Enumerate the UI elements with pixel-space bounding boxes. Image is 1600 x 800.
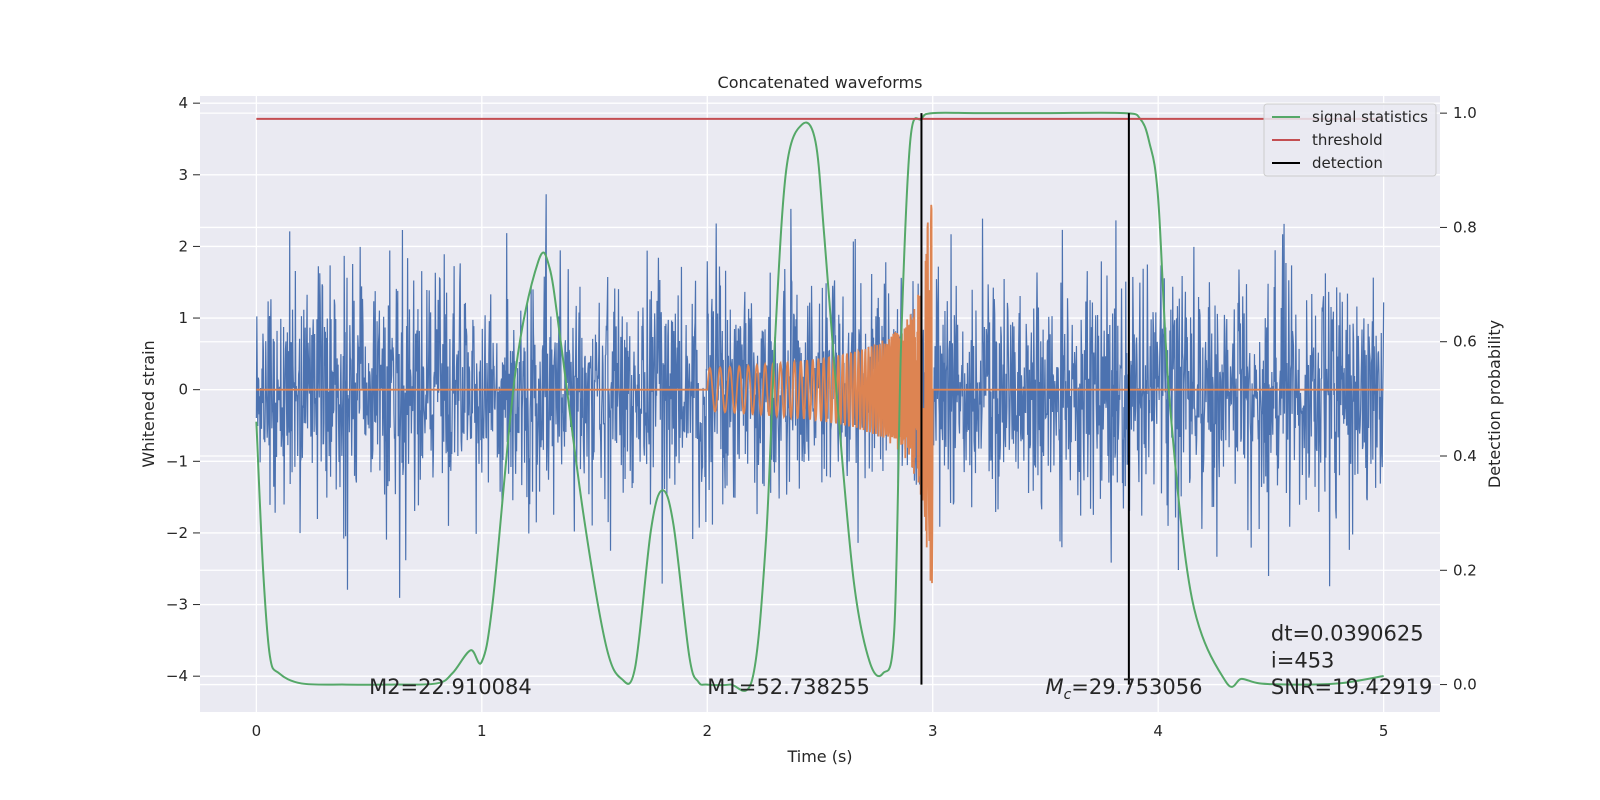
x-tick-label: 2	[702, 722, 712, 740]
y2-axis-label: Detection probability	[1485, 320, 1504, 488]
chart-title: Concatenated waveforms	[718, 73, 923, 92]
y-tick-label: −1	[166, 452, 188, 470]
x-tick-label: 5	[1379, 722, 1389, 740]
x-tick-label: 4	[1153, 722, 1163, 740]
annotation-text: SNR=19.42919	[1271, 675, 1432, 699]
y-tick-label: −4	[166, 667, 188, 685]
y2-tick-label: 0.6	[1453, 333, 1477, 351]
y-tick-label: 2	[178, 237, 188, 255]
plot-area	[255, 111, 1385, 692]
y-axis-label: Whitened strain	[139, 340, 158, 467]
y-tick-label: 1	[178, 309, 188, 327]
series-layer	[255, 111, 1385, 692]
y-axis-left: 4 3 2 1 0 −1 −2 −3 −4	[166, 94, 200, 685]
y2-tick-label: 0.2	[1453, 561, 1477, 579]
x-tick-label: 1	[477, 722, 487, 740]
annotation-text: M2=22.910084	[369, 675, 532, 699]
y2-tick-label: 0.0	[1453, 676, 1477, 694]
x-tick-label: 0	[252, 722, 262, 740]
signal-statistics-line	[255, 111, 1384, 692]
y-tick-label: −2	[166, 524, 188, 542]
injected-chirp-line	[256, 204, 1384, 584]
y-tick-label: 4	[178, 94, 188, 112]
legend-label-detection: detection	[1312, 154, 1383, 172]
y-axis-right: 1.0 0.8 0.6 0.4 0.2 0.0	[1440, 104, 1477, 694]
y2-tick-label: 0.4	[1453, 447, 1477, 465]
x-tick-label: 3	[928, 722, 938, 740]
legend-label-threshold: threshold	[1312, 131, 1383, 149]
legend-box	[1263, 103, 1437, 177]
y2-tick-label: 0.8	[1453, 218, 1477, 236]
annotation-text: dt=0.0390625	[1271, 621, 1424, 645]
x-axis: 0 1 2 3 4 5	[252, 722, 1389, 740]
y2-tick-label: 1.0	[1453, 104, 1477, 122]
annotation-text: Mc=29.753056	[1045, 675, 1202, 703]
annotations: M2=22.910084 M1=52.738255 Mc=29.753056 dt=0…	[369, 621, 1432, 703]
annotation-text: M1=52.738255	[707, 675, 870, 699]
annotation-text: i=453	[1271, 649, 1335, 673]
x-axis-label: Time (s)	[786, 747, 852, 766]
y-tick-label: −3	[166, 596, 188, 614]
legend: signal statistics threshold detection	[1263, 103, 1437, 177]
legend-label-signal-statistics: signal statistics	[1312, 108, 1428, 126]
y-tick-label: 0	[178, 381, 188, 399]
y-tick-label: 3	[178, 166, 188, 184]
